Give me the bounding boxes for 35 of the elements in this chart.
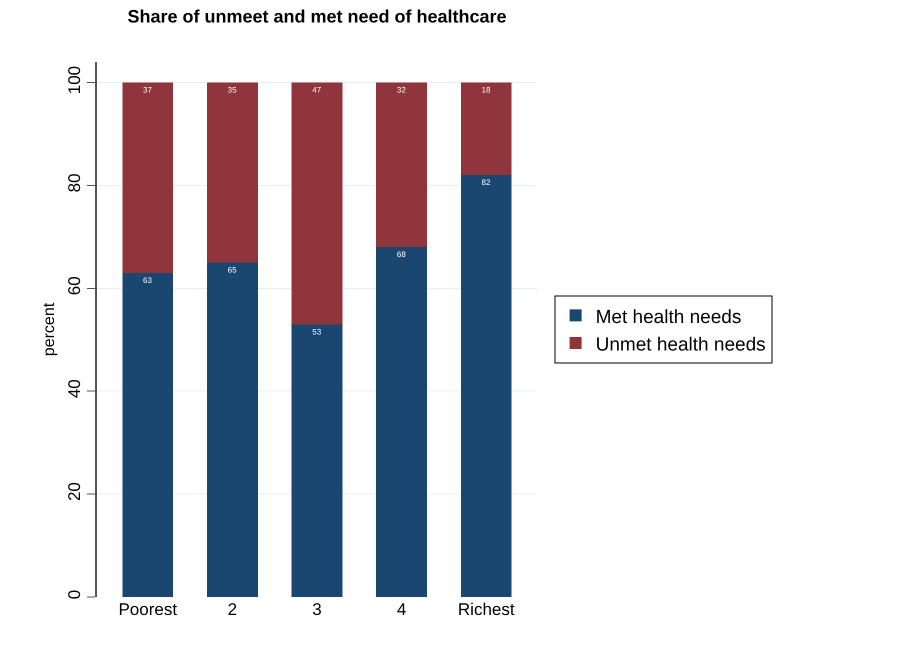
- data-label: 47: [312, 86, 322, 95]
- chart-title: Share of unmeet and met need of healthcare: [127, 6, 507, 26]
- data-label: 32: [396, 86, 406, 95]
- bar: [122, 82, 174, 273]
- data-label: 53: [312, 327, 322, 336]
- y-tick-label: 60: [65, 276, 84, 296]
- x-tick-label: 3: [312, 600, 322, 619]
- bar: [376, 82, 427, 248]
- bar: [207, 262, 258, 597]
- y-tick-label: 40: [65, 379, 84, 398]
- x-tick-label: Richest: [458, 600, 515, 619]
- bar: [207, 82, 258, 263]
- x-tick-label: Poorest: [118, 600, 178, 619]
- legend-label: Unmet health needs: [596, 334, 766, 356]
- bar: [460, 175, 512, 597]
- y-tick-label: 20: [65, 482, 84, 502]
- data-label: 65: [228, 266, 238, 275]
- bar: [376, 247, 427, 597]
- bar: [292, 82, 342, 324]
- bar: [460, 82, 512, 176]
- y-tick-label: 80: [65, 173, 84, 192]
- data-label: 82: [482, 178, 491, 188]
- y-axis-title: percent: [41, 302, 58, 356]
- data-label: 68: [396, 250, 406, 260]
- x-tick-label: 4: [396, 600, 406, 619]
- data-label: 18: [482, 86, 491, 95]
- data-label: 35: [228, 86, 238, 95]
- x-tick-label: 2: [228, 600, 238, 619]
- y-tick-label: 100: [65, 66, 84, 94]
- data-label: 63: [143, 276, 152, 285]
- bar: [292, 324, 342, 597]
- y-tick-label: 0: [65, 590, 84, 600]
- data-label: 37: [143, 86, 152, 95]
- legend-label: Met health needs: [596, 306, 742, 328]
- bar: [122, 272, 174, 597]
